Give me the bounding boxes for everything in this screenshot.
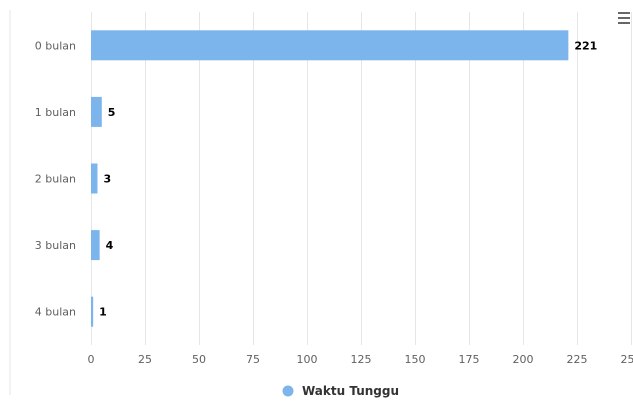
data-label: 221 — [574, 39, 597, 52]
category-label: 0 bulan — [35, 39, 76, 52]
x-tick-label: 50 — [192, 353, 206, 366]
legend-marker — [282, 385, 294, 397]
category-label: 3 bulan — [35, 239, 76, 252]
legend[interactable]: Waktu Tunggu — [282, 384, 400, 398]
category-label: 2 bulan — [35, 173, 76, 186]
data-label: 4 — [106, 239, 114, 252]
bars — [91, 30, 569, 327]
x-tick-label: 125 — [351, 353, 372, 366]
data-label: 3 — [103, 173, 111, 186]
legend-label: Waktu Tunggu — [302, 384, 399, 398]
bar[interactable] — [91, 230, 100, 261]
x-tick-label: 0 — [88, 353, 95, 366]
category-labels: 0 bulan 1 bulan 2 bulan 3 bulan 4 bulan — [35, 39, 76, 318]
chart-menu-button[interactable] — [614, 10, 630, 26]
bar[interactable] — [91, 163, 98, 194]
x-tick-label: 175 — [459, 353, 480, 366]
data-label: 1 — [99, 306, 107, 319]
bar[interactable] — [91, 96, 102, 127]
x-tick-label: 100 — [297, 353, 318, 366]
x-tick-label: 225 — [567, 353, 588, 366]
bar[interactable] — [91, 30, 569, 61]
x-tick-label: 150 — [405, 353, 426, 366]
x-tick-label: 200 — [513, 353, 534, 366]
category-label: 1 bulan — [35, 106, 76, 119]
x-tick-label: 25 — [138, 353, 152, 366]
x-tick-labels: 0 25 50 75 100 125 150 175 200 225 250 — [88, 353, 633, 366]
data-label: 5 — [108, 106, 116, 119]
x-tick-label: 75 — [246, 353, 260, 366]
grid-lines — [91, 12, 632, 345]
x-tick-label: 250 — [621, 353, 633, 366]
data-labels: 221 5 3 4 1 — [99, 39, 597, 318]
category-label: 4 bulan — [35, 306, 76, 319]
bar[interactable] — [91, 296, 94, 327]
hamburger-menu-icon — [618, 12, 630, 24]
